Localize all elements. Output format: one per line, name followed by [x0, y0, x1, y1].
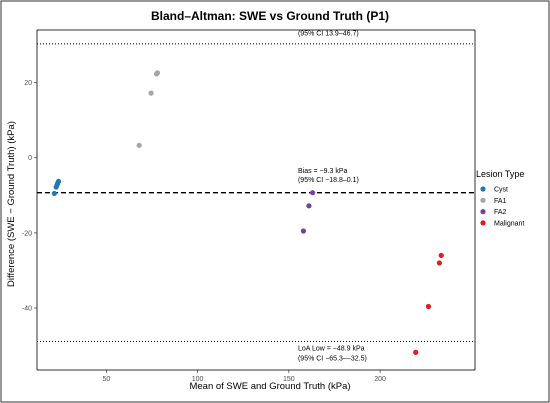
point-malignant	[438, 252, 444, 259]
point-cyst	[55, 178, 62, 185]
legend: Lesion Type Cyst FA1 FA2 Malignant	[476, 169, 524, 227]
bias-ci-annotation: (95% CI −18.8–0.1)	[298, 177, 359, 184]
point-fa2	[306, 203, 312, 209]
lower-loa-label-annotation: LoA Low = −48.9 kPa	[298, 345, 365, 352]
x-tick-label: 200	[374, 376, 386, 383]
chart-title: Bland–Altman: SWE vs Ground Truth (P1)	[151, 9, 389, 23]
legend-label-fa1: FA1	[494, 198, 507, 205]
legend-label-cyst: Cyst	[494, 187, 508, 194]
y-tick-label: -20	[22, 230, 32, 237]
point-malignant	[436, 260, 443, 266]
point-cyst	[51, 190, 57, 197]
y-axis-title: Difference (SWE − Ground Truth) (kPa)	[6, 121, 17, 287]
bias-label-annotation: Bias = −9.3 kPa	[298, 168, 348, 175]
point-malignant	[413, 349, 419, 355]
legend-label-fa2: FA2	[494, 209, 507, 216]
point-fa1	[136, 142, 142, 148]
legend-label-malignant: Malignant	[494, 220, 524, 227]
point-malignant	[425, 303, 432, 310]
x-tick-label: 100	[192, 376, 204, 383]
upper-loa-ci-annotation: (95% CI 13.9–46.7)	[298, 31, 359, 38]
point-fa2	[309, 190, 316, 196]
y-tick-label: 0	[28, 155, 32, 162]
y-tick-label: -40	[22, 306, 32, 313]
legend-title: Lesion Type	[476, 169, 524, 179]
legend-key-fa1	[480, 197, 486, 203]
point-fa1	[154, 70, 161, 76]
y-tick-label: 20	[24, 80, 32, 87]
plot-panel-border	[36, 29, 476, 371]
legend-key-cyst	[480, 186, 486, 192]
point-fa2	[300, 228, 307, 234]
x-tick-label: 50	[102, 376, 110, 383]
x-axis-title: Mean of SWE and Ground Truth (kPa)	[189, 381, 350, 392]
legend-key-fa2	[480, 209, 486, 215]
plot-area: 50 100 150 200 -40 -20 0 20 (95% CI 13.9–46.7) Bi…	[22, 29, 476, 383]
x-tick-label: 150	[283, 376, 295, 383]
point-fa1	[148, 90, 154, 96]
lower-loa-ci-annotation: (95% CI −65.3–−32.5)	[298, 356, 367, 363]
legend-key-malignant	[480, 220, 486, 226]
